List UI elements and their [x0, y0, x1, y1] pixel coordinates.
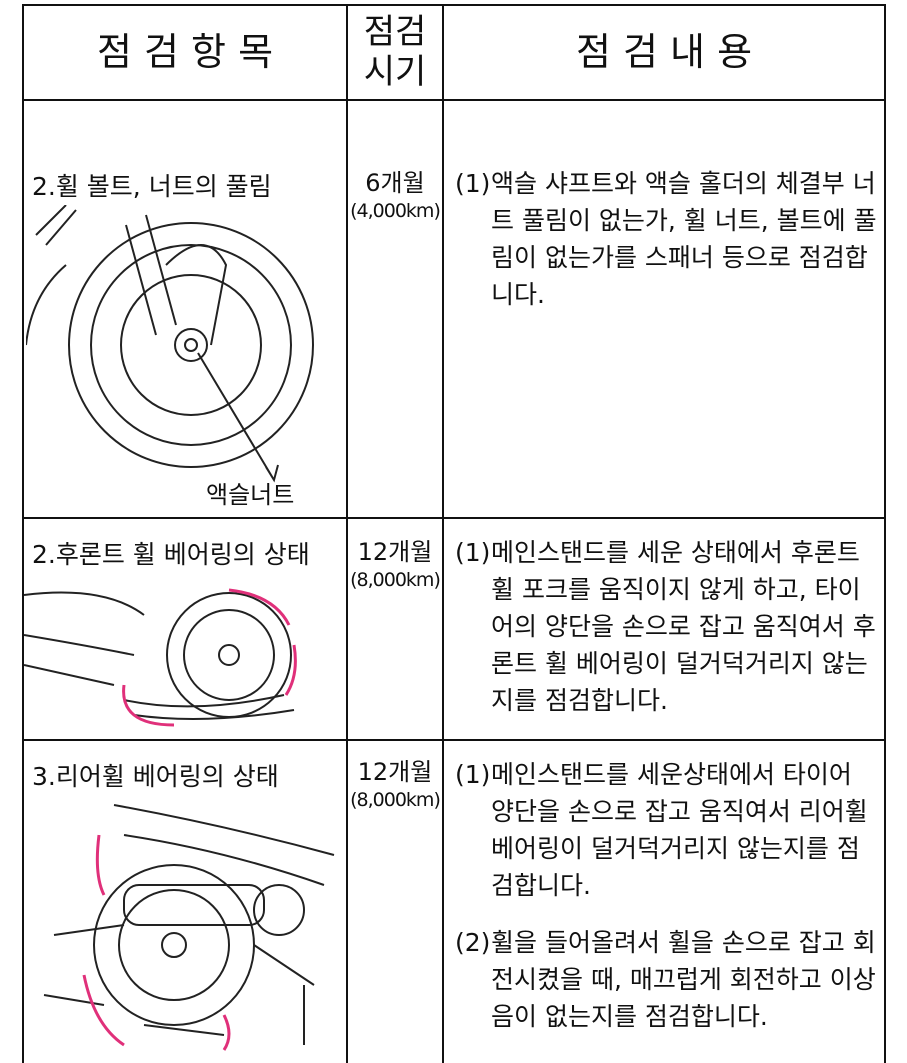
paragraph-marker: (1): [455, 760, 491, 789]
period-months: 12개월: [357, 758, 433, 786]
border: [442, 4, 444, 1063]
period: 12개월 (8,000km): [347, 757, 443, 813]
paragraph: (1) 메인스탠드를 세운 상태에서 후론트 휠 포크를 움직이지 않게 하고, …: [455, 534, 880, 719]
period-distance: (8,000km): [350, 569, 441, 591]
paragraph-text: 휠을 들어올려서 휠을 손으로 잡고 회전시켰을 때, 매끄럽게 회전하고 이상…: [491, 928, 876, 1031]
paragraph-text: 메인스탠드를 세운 상태에서 후론트 휠 포크를 움직이지 않게 하고, 타이어…: [491, 538, 876, 715]
paragraph-marker: (1): [455, 169, 491, 198]
header-period: 점검 시기: [348, 12, 442, 92]
paragraph: (1) 메인스탠드를 세운상태에서 타이어 양단을 손으로 잡고 움직여서 리어휠…: [455, 756, 880, 904]
content: (1) 메인스탠드를 세운상태에서 타이어 양단을 손으로 잡고 움직여서 리어휠…: [455, 756, 880, 1055]
border: [22, 99, 886, 101]
header-item: 점 검 항 목: [96, 30, 274, 74]
border: [22, 739, 886, 741]
paragraph-marker: (1): [455, 538, 491, 567]
item: 3.리어휠 베어링의 상태: [32, 762, 279, 791]
wheel-illustration: [24, 588, 297, 727]
annotation: 액슬너트: [206, 481, 295, 509]
wheel-illustration: [43, 804, 335, 1051]
border: [22, 4, 886, 6]
header-content: 점 검 내 용: [575, 30, 753, 74]
period-months: 6개월: [365, 169, 425, 197]
header-period-line: 시기: [363, 52, 427, 92]
period: 6개월 (4,000km): [347, 168, 443, 224]
border: [346, 4, 348, 1063]
paragraph: (1) 액슬 샤프트와 액슬 홀더의 체결부 너트 풀림이 없는가, 휠 너트, …: [455, 165, 880, 313]
paragraph-text: 메인스탠드를 세운상태에서 타이어 양단을 손으로 잡고 움직여서 리어휠 베어…: [491, 760, 868, 900]
paragraph-text: 액슬 샤프트와 액슬 홀더의 체결부 너트 풀림이 없는가, 휠 너트, 볼트에…: [491, 169, 877, 309]
period-distance: (4,000km): [350, 200, 441, 222]
border: [884, 4, 886, 1063]
paragraph-marker: (2): [455, 928, 491, 957]
content: (1) 액슬 샤프트와 액슬 홀더의 체결부 너트 풀림이 없는가, 휠 너트, …: [455, 165, 880, 333]
period-months: 12개월: [357, 538, 433, 566]
content: (1) 메인스탠드를 세운 상태에서 후론트 휠 포크를 움직이지 않게 하고, …: [455, 534, 880, 739]
border: [22, 517, 886, 519]
item: 2.휠 볼트, 너트의 풀림: [32, 172, 272, 201]
wheel-illustration: [26, 205, 314, 483]
header-period-line: 점검: [363, 12, 427, 52]
item: 2.후론트 휠 베어링의 상태: [32, 540, 310, 569]
period: 12개월 (8,000km): [347, 537, 443, 593]
period-distance: (8,000km): [350, 789, 441, 811]
border: [22, 4, 24, 1063]
paragraph: (2) 휠을 들어올려서 휠을 손으로 잡고 회전시켰을 때, 매끄럽게 회전하고…: [455, 924, 880, 1035]
